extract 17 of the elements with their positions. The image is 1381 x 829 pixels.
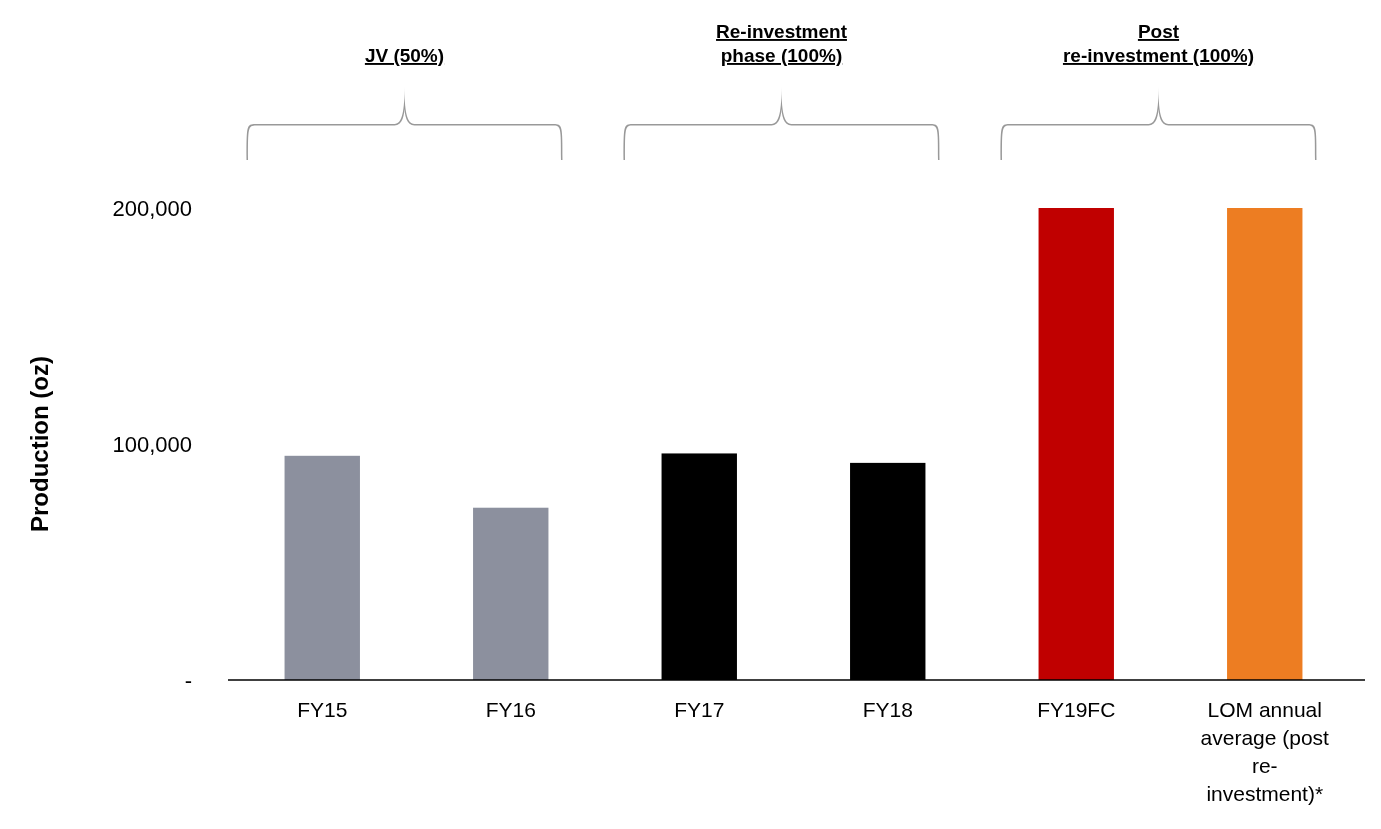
x-tick-label: LOM annual average (post re- investment)* [1200, 698, 1330, 805]
y-tick-label: - [184, 667, 192, 693]
x-tick-label: FY15 [297, 698, 348, 721]
text: Post re-investment (100%) [1062, 21, 1255, 66]
x-tick-label: FY16 [485, 698, 536, 721]
bar [284, 455, 360, 680]
y-tick-label: 100,000 [112, 431, 192, 457]
text: Re-investment phase (100%) [716, 21, 848, 66]
text: JV (50%) [364, 45, 445, 66]
y-axis-title: Production (oz) [26, 356, 53, 532]
x-tick-label: FY19FC [1037, 698, 1116, 721]
bar [1227, 208, 1303, 680]
y-tick-label: 200,000 [112, 195, 192, 221]
x-tick-label: FY17 [674, 698, 725, 721]
x-tick-label: FY18 [862, 698, 913, 721]
bar [473, 507, 549, 680]
bar [1038, 208, 1114, 680]
